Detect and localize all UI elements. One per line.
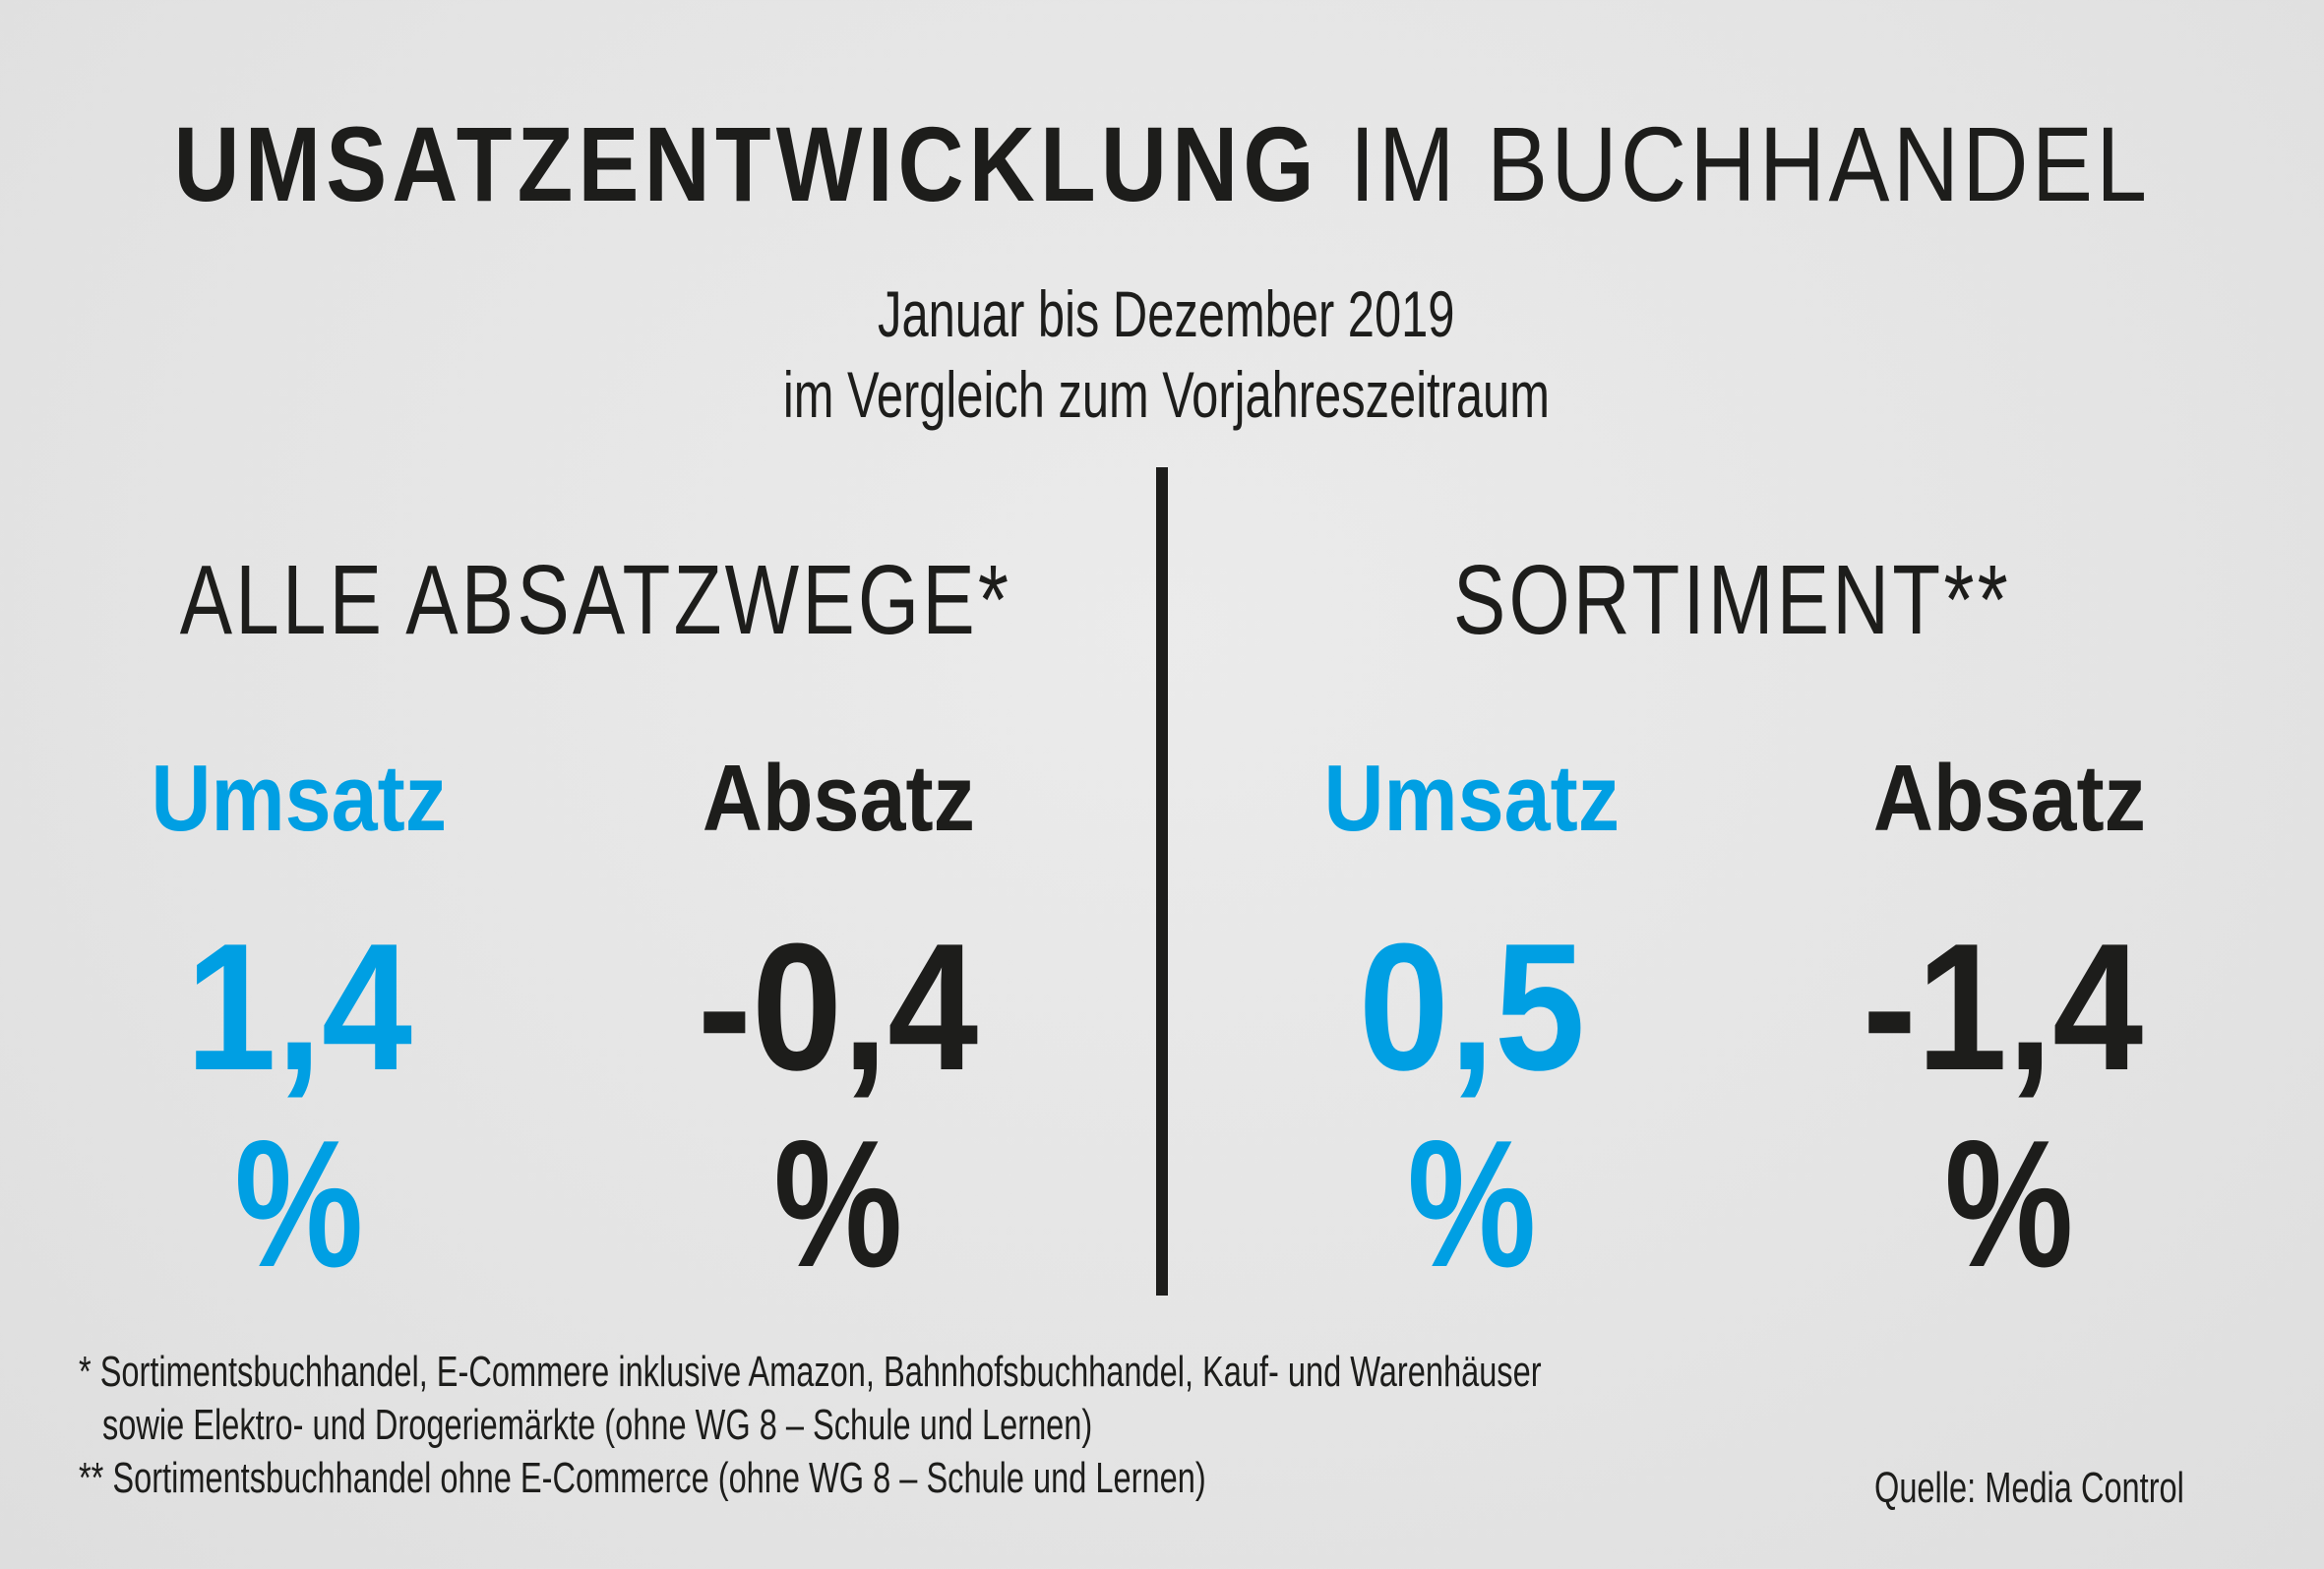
footnote-2: ** Sortimentsbuchhandel ohne E-Commerce …: [79, 1454, 1206, 1502]
percent-sign: %: [234, 1102, 364, 1304]
source-credit: Quelle: Media Control: [1874, 1464, 2184, 1512]
metric-label: Umsatz: [151, 746, 448, 851]
title-light: IM BUCHHANDEL: [1349, 104, 2151, 223]
percent-sign: %: [1944, 1102, 2074, 1304]
section-heading-alle-absatzwege: ALLE ABSATZWEGE*: [39, 551, 1151, 649]
metric-label: Absatz: [702, 746, 975, 851]
section-heading-sortiment: SORTIMENT**: [1181, 551, 2283, 649]
metric-label: Umsatz: [1323, 746, 1621, 851]
metric-value: 1,4: [185, 905, 413, 1108]
title-bold: UMSATZENTWICKLUNG: [173, 104, 1319, 223]
metric-value: -1,4: [1863, 905, 2144, 1108]
metric-value: 0,5: [1358, 905, 1586, 1108]
footnote-1-continued: sowie Elektro- und Drogeriemärkte (ohne …: [102, 1401, 1093, 1449]
subtitle-period: Januar bis Dezember 2019: [0, 279, 2324, 348]
metric-value: -0,4: [698, 905, 979, 1108]
section-heading-text: SORTIMENT**: [1452, 545, 2011, 655]
section-heading-text: ALLE ABSATZWEGE*: [179, 545, 1011, 655]
right-section: Umsatz 0,5 % Absatz -1,4 %: [1181, 0, 2324, 1569]
page-title: UMSATZENTWICKLUNG IM BUCHHANDEL: [0, 110, 2324, 218]
subtitle-line-2: im Vergleich zum Vorjahreszeitraum: [782, 358, 1550, 431]
subtitle-comparison: im Vergleich zum Vorjahreszeitraum: [0, 360, 2324, 429]
vertical-divider: [1156, 467, 1168, 1296]
percent-sign: %: [773, 1102, 903, 1304]
subtitle-line-1: Januar bis Dezember 2019: [877, 277, 1455, 350]
metric-label: Absatz: [1872, 746, 2146, 851]
percent-sign: %: [1407, 1102, 1537, 1304]
footnote-1: * Sortimentsbuchhandel, E-Commere inklus…: [79, 1348, 1542, 1396]
